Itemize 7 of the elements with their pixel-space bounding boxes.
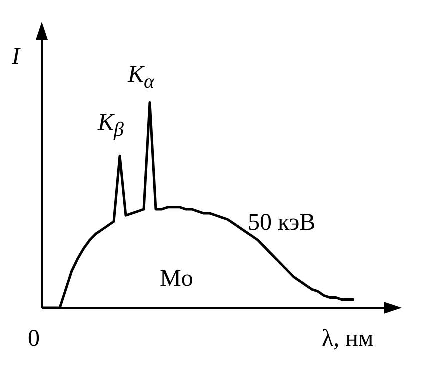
text: 0	[28, 326, 40, 353]
y-axis-title: I	[12, 44, 20, 71]
text: K$_{α}$	[128, 62, 155, 94]
x-axis-title: λ, нм	[322, 326, 374, 353]
annotation: 50 кэВ	[248, 210, 316, 237]
annotation: Mo	[160, 266, 194, 293]
annotation: K$_{β}$	[98, 110, 124, 142]
